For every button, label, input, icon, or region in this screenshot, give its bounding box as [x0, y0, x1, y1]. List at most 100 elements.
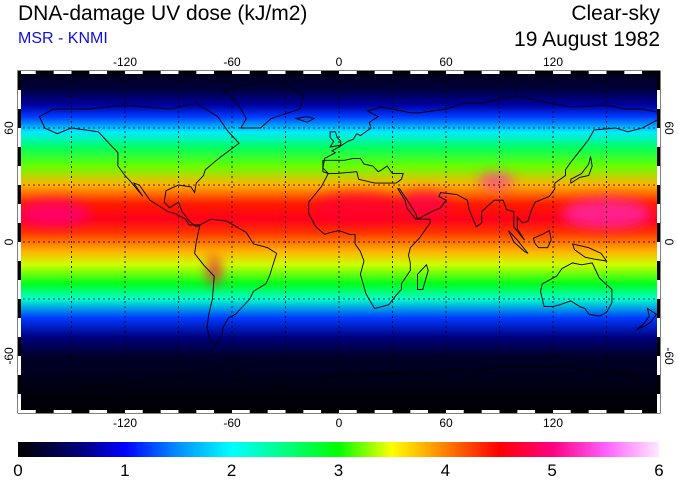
frame-tick: [18, 147, 21, 166]
frame-tick: [53, 410, 72, 413]
frame-tick: [657, 185, 660, 204]
colorbar: [18, 442, 659, 457]
frame-tick: [657, 375, 660, 394]
frame-tick: [142, 71, 161, 74]
frame-tick: [178, 71, 197, 74]
coastline-iceland: [294, 116, 316, 123]
frame-tick: [481, 71, 500, 74]
frame-tick: [657, 109, 660, 128]
frame-tick: [657, 147, 660, 166]
map-title: DNA-damage UV dose (kJ/m2): [18, 2, 308, 25]
longitude-tick-label: 120: [543, 416, 563, 430]
frame-tick: [321, 71, 339, 74]
frame-tick: [657, 318, 660, 337]
frame-tick: [553, 71, 571, 74]
frame-tick: [356, 410, 375, 413]
frame-tick: [249, 410, 268, 413]
frame-tick: [267, 71, 286, 74]
longitude-tick-label: -120: [113, 416, 137, 430]
frame-tick: [657, 204, 660, 223]
frame-tick: [588, 71, 607, 74]
frame-tick: [657, 166, 660, 185]
frame-tick: [303, 410, 322, 413]
frame-tick: [18, 299, 21, 318]
frame-tick: [463, 410, 482, 413]
frame-tick: [18, 90, 21, 109]
frame-tick: [89, 410, 108, 413]
longitude-tick-label: -120: [113, 55, 137, 69]
coastline-madagascar: [417, 263, 429, 290]
frame-tick: [374, 410, 393, 413]
frame-tick: [18, 109, 21, 128]
longitude-tick-label: 60: [439, 55, 453, 69]
frame-tick: [160, 410, 179, 413]
frame-tick: [356, 71, 375, 74]
frame-tick: [657, 128, 660, 147]
frame-tick: [428, 71, 446, 74]
frame-tick: [18, 261, 21, 280]
coastline-africa-eurasia: [308, 95, 660, 310]
coastline-new-zealand: [636, 307, 658, 330]
hotspot-north-africa: [312, 192, 402, 223]
frame-tick: [196, 71, 215, 74]
longitude-tick-label: 0: [336, 55, 343, 69]
latitude-tick-label: -60: [2, 347, 16, 365]
frame-tick: [657, 261, 660, 280]
frame-tick: [249, 71, 268, 74]
frame-tick: [657, 242, 660, 261]
frame-tick: [71, 410, 90, 413]
frame-tick: [446, 71, 464, 74]
source-label: MSR - KNMI: [18, 30, 108, 47]
frame-tick: [339, 71, 357, 74]
frame-tick: [606, 71, 625, 74]
frame-tick: [657, 280, 660, 299]
colorbar-tick-label: 0: [13, 461, 22, 480]
frame-tick: [18, 318, 21, 337]
coastline-sumatra: [507, 230, 529, 254]
frame-tick: [107, 71, 125, 74]
frame-tick: [18, 71, 36, 74]
coastline-greenland: [222, 83, 304, 129]
coastline-australia: [540, 262, 613, 317]
hotspot-west-pacific: [561, 198, 652, 229]
hotspot-tibet: [478, 173, 514, 189]
frame-tick: [267, 410, 286, 413]
graticule: [18, 71, 660, 413]
latitude-tick-label: 0: [2, 238, 16, 245]
colorbar-tick-label: 1: [120, 461, 129, 480]
frame-tick: [657, 90, 660, 109]
colorbar-tick-label: 6: [654, 461, 663, 480]
map-area: [18, 71, 660, 413]
frame-tick: [232, 71, 250, 74]
frame-tick: [35, 71, 54, 74]
hotspot-arabia: [399, 190, 450, 218]
frame-tick: [125, 410, 143, 413]
coastline-new-guinea: [571, 243, 608, 262]
frame-tick: [18, 128, 21, 147]
frame-tick: [71, 71, 90, 74]
colorbar-tick-label: 3: [334, 461, 343, 480]
frame-tick: [481, 410, 500, 413]
longitude-tick-label: -60: [223, 416, 241, 430]
frame-tick: [553, 410, 571, 413]
coastline-north-america: [38, 102, 240, 228]
frame-tick: [18, 410, 36, 413]
frame-tick: [178, 410, 197, 413]
frame-tick: [392, 71, 411, 74]
coastline-borneo: [532, 229, 552, 249]
frame-tick: [18, 71, 21, 90]
longitude-tick-label: 120: [543, 55, 563, 69]
latitude-tick-label: 60: [2, 121, 16, 135]
frame-tick: [18, 204, 21, 223]
frame-tick: [499, 71, 518, 74]
frame-tick: [18, 337, 21, 356]
frame-tick: [214, 71, 232, 74]
longitude-tick-label: 60: [439, 416, 453, 430]
frame-tick: [588, 410, 607, 413]
frame-tick: [517, 410, 536, 413]
frame-tick: [657, 223, 660, 242]
sky-condition-label: Clear-sky: [571, 2, 660, 25]
colorbar-tick-label: 5: [547, 461, 556, 480]
frame-tick: [35, 410, 54, 413]
